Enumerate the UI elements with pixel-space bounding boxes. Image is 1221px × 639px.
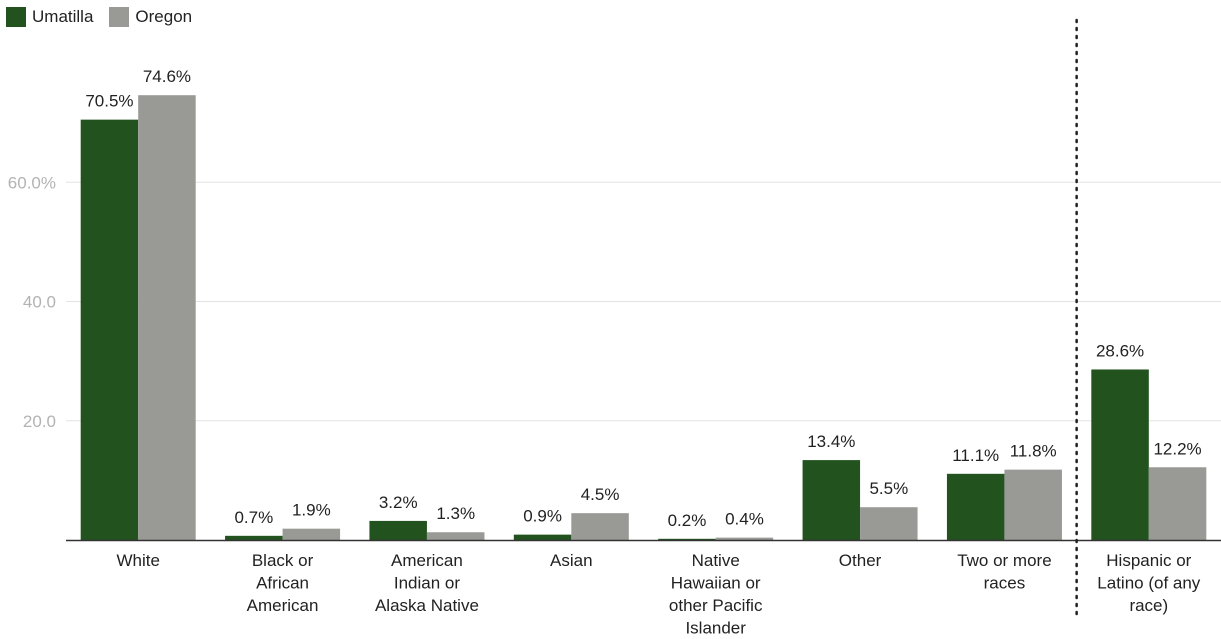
category-label-line: Alaska Native: [375, 596, 479, 615]
category-label-line: American: [391, 551, 463, 570]
legend-label-oregon: Oregon: [135, 7, 193, 26]
value-label-oregon: 4.5%: [581, 485, 620, 504]
bar-umatilla: [658, 538, 716, 540]
category-label-line: Hawaiian or: [671, 574, 761, 593]
category-label-line: White: [116, 551, 159, 570]
bar-oregon: [571, 513, 629, 540]
bar-oregon: [138, 95, 196, 540]
bar-oregon: [1004, 469, 1062, 540]
category-label-line: Indian or: [394, 574, 460, 593]
category-label-line: Latino (of any: [1097, 574, 1201, 593]
category-label: Asian: [550, 551, 593, 570]
value-label-oregon: 0.4%: [725, 510, 764, 529]
legend-label-umatilla: Umatilla: [32, 7, 94, 26]
bar-oregon: [282, 528, 341, 540]
category-label-line: races: [984, 574, 1026, 593]
value-label-umatilla: 0.7%: [234, 508, 273, 527]
category-label: Hispanic or Latino (of any race): [1097, 551, 1201, 615]
y-tick-label: 20.0: [23, 412, 56, 431]
category-label-line: other Pacific: [669, 596, 763, 615]
value-label-umatilla: 11.1%: [952, 446, 999, 465]
value-label-umatilla: 70.5%: [85, 92, 133, 111]
category-label-line: Other: [839, 551, 882, 570]
category-label: Other: [839, 551, 882, 570]
y-tick-label: 40.0: [23, 293, 56, 312]
value-label-oregon: 1.9%: [292, 501, 331, 520]
category-label: Native Hawaiian or other Pacific Islander: [669, 551, 763, 638]
legend-item-umatilla: Umatilla: [6, 7, 93, 27]
bar-umatilla: [369, 520, 427, 540]
category-label-line: Native: [692, 551, 740, 570]
legend-item-oregon: Oregon: [109, 7, 192, 27]
bar-umatilla: [802, 460, 861, 540]
value-label-oregon: 11.8%: [1010, 442, 1057, 461]
value-label-umatilla: 3.2%: [379, 493, 418, 512]
category-label-line: African: [256, 574, 309, 593]
value-label-oregon: 1.3%: [436, 504, 475, 523]
category-label-line: Two or more: [957, 551, 1051, 570]
bar-umatilla: [946, 473, 1005, 540]
legend-swatch-oregon: [109, 7, 130, 27]
value-label-umatilla: 0.9%: [523, 507, 562, 526]
category-label-line: race): [1129, 596, 1168, 615]
category-label-line: Asian: [550, 551, 593, 570]
value-label-oregon: 12.2%: [1153, 439, 1201, 458]
value-label-umatilla: 28.6%: [1096, 341, 1144, 360]
bar-oregon: [715, 537, 774, 540]
value-label-oregon: 74.6%: [143, 67, 191, 86]
category-label: American Indian or Alaska Native: [375, 551, 479, 615]
category-label: Black or African American: [247, 551, 319, 615]
bar-oregon: [426, 532, 485, 540]
y-tick-label: 60.0%: [8, 173, 56, 192]
bar-umatilla: [80, 119, 139, 541]
bar-oregon: [1148, 467, 1207, 540]
category-label-line: American: [247, 596, 319, 615]
category-label: White: [116, 551, 159, 570]
category-label: Two or more races: [957, 551, 1051, 593]
legend-swatch-umatilla: [6, 7, 26, 27]
value-label-umatilla: 0.2%: [668, 511, 707, 530]
value-label-umatilla: 13.4%: [807, 432, 855, 451]
bar-umatilla: [225, 535, 283, 540]
category-label-line: Hispanic or: [1106, 551, 1191, 570]
category-label-line: Black or: [252, 551, 314, 570]
category-label-line: Islander: [685, 619, 746, 638]
bar-umatilla: [1091, 369, 1149, 540]
bar-umatilla: [513, 534, 572, 540]
legend: Umatilla Oregon: [6, 6, 208, 28]
bar-oregon: [860, 507, 918, 540]
value-label-oregon: 5.5%: [869, 479, 908, 498]
